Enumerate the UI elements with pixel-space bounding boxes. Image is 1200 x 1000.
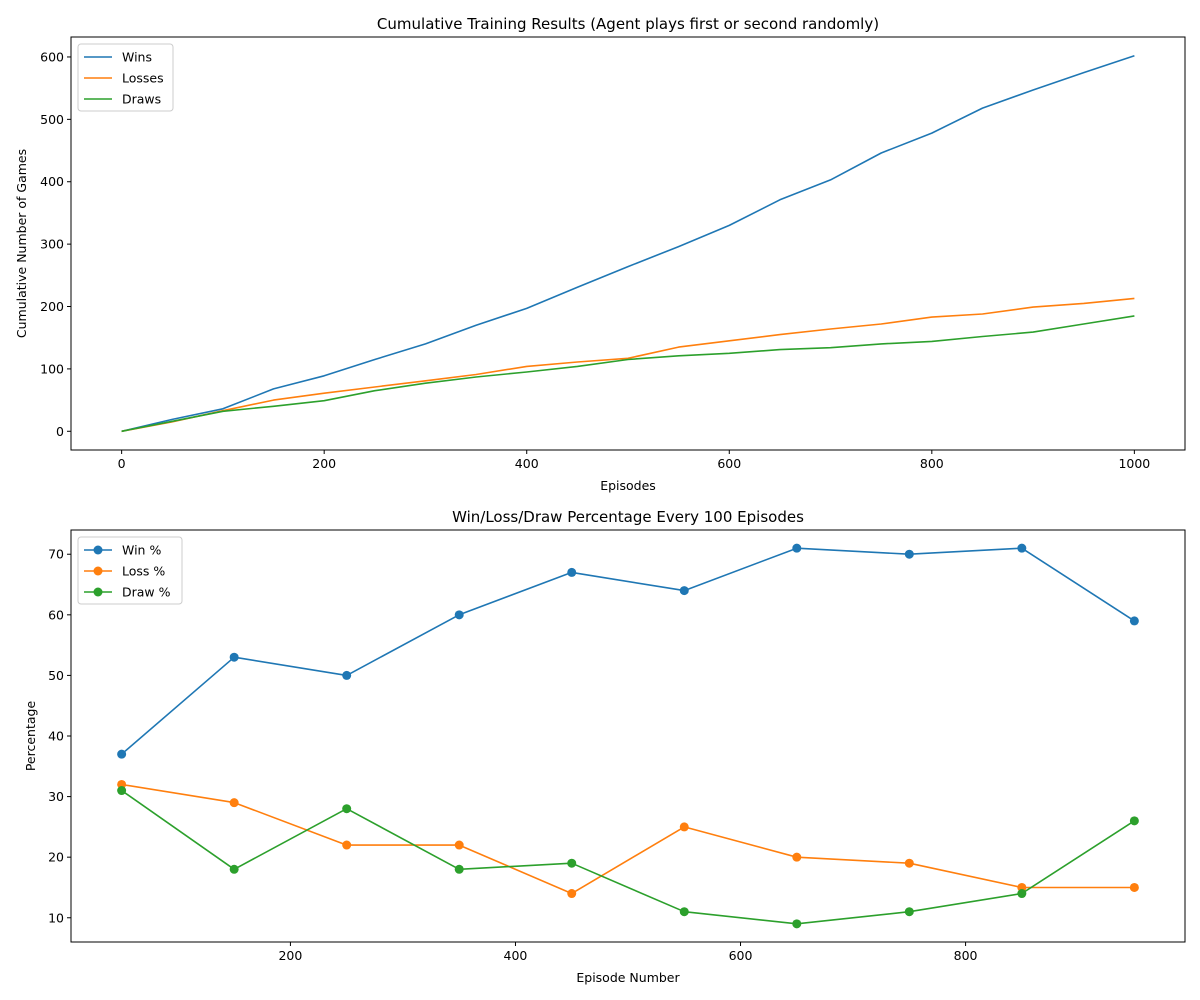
data-point [1017,543,1027,553]
y-tick-label: 50 [48,668,64,683]
legend-label: Draw % [122,585,171,600]
series-line-draw [121,789,1135,925]
data-point [904,858,914,868]
x-tick-label: 200 [278,948,302,963]
x-tick-label: 600 [717,456,741,471]
y-tick-label: 10 [48,910,64,925]
data-point [679,822,689,832]
y-tick-label: 200 [40,299,64,314]
y-tick-label: 40 [48,729,64,744]
y-tick-label: 60 [48,607,64,622]
legend-box [77,43,174,112]
series-line-draws [121,315,1135,433]
data-point [454,840,464,850]
y-tick-label: 100 [40,361,64,376]
percentage-chart: Win/Loss/Draw Percentage Every 100 Episo… [23,508,1186,985]
legend-box [77,536,183,605]
data-point [792,919,802,929]
y-tick-label: 70 [48,547,64,562]
legend-label: Wins [122,50,152,65]
legend-marker [93,545,103,555]
x-tick-label: 200 [312,456,336,471]
data-point [1129,816,1139,826]
x-tick-label: 400 [515,456,539,471]
legend-label: Win % [122,543,161,558]
series-line-win [121,547,1135,755]
data-point [1017,889,1027,899]
data-point [567,858,577,868]
series-line-loss [121,783,1135,895]
data-point [679,586,689,596]
x-tick-label: 800 [954,948,978,963]
y-tick-label: 600 [40,49,64,64]
data-point [229,652,239,662]
chart-title: Cumulative Training Results (Agent plays… [377,15,879,33]
series-line-wins [121,54,1135,433]
legend-label: Losses [122,71,164,86]
chart-title: Win/Loss/Draw Percentage Every 100 Episo… [452,508,804,526]
y-tick-label: 30 [48,789,64,804]
data-point [567,889,577,899]
legend-marker [93,587,103,597]
data-point [342,840,352,850]
plot-frame [70,36,1186,451]
y-axis-label: Percentage [23,701,38,772]
data-point [342,670,352,680]
x-tick-label: 600 [729,948,753,963]
data-point [904,907,914,917]
legend: Wins Losses Draws [77,43,174,112]
data-point [229,798,239,808]
y-tick-label: 500 [40,112,64,127]
data-point [567,567,577,577]
data-point [679,907,689,917]
y-axis-label: Cumulative Number of Games [14,149,29,338]
data-point [117,749,127,759]
cumulative-results-chart: Cumulative Training Results (Agent plays… [14,15,1186,493]
data-point [792,852,802,862]
legend-marker [93,566,103,576]
x-tick-label: 1000 [1118,456,1150,471]
data-point [1129,616,1139,626]
series-line-losses [121,297,1135,433]
y-tick-label: 20 [48,850,64,865]
data-point [792,543,802,553]
data-point [454,610,464,620]
data-point [1129,882,1139,892]
y-tick-label: 0 [56,424,64,439]
data-point [454,864,464,874]
data-point [229,864,239,874]
x-tick-label: 800 [920,456,944,471]
x-axis-label: Episodes [600,478,656,493]
x-axis-label: Episode Number [576,970,680,985]
legend-label: Loss % [122,564,165,579]
x-tick-label: 400 [504,948,528,963]
data-point [117,786,127,796]
legend: Win % Loss % Draw % [77,536,183,605]
y-tick-label: 300 [40,237,64,252]
data-point [342,804,352,814]
data-point [904,549,914,559]
y-tick-label: 400 [40,174,64,189]
legend-label: Draws [122,92,161,107]
x-tick-label: 0 [118,456,126,471]
